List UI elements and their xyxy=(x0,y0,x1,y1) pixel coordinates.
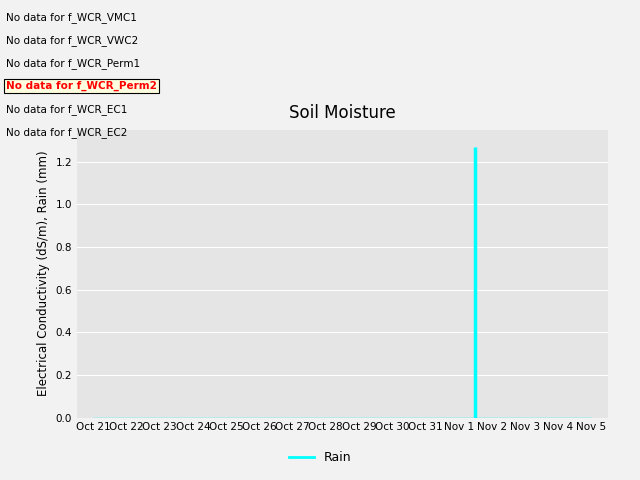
Text: No data for f_WCR_EC1: No data for f_WCR_EC1 xyxy=(6,104,128,115)
Title: Soil Moisture: Soil Moisture xyxy=(289,105,396,122)
Text: No data for f_WCR_VMC1: No data for f_WCR_VMC1 xyxy=(6,12,137,23)
Legend: Rain: Rain xyxy=(284,446,356,469)
Text: No data for f_WCR_VWC2: No data for f_WCR_VWC2 xyxy=(6,35,139,46)
Text: No data for f_WCR_EC2: No data for f_WCR_EC2 xyxy=(6,127,128,138)
Text: No data for f_WCR_Perm2: No data for f_WCR_Perm2 xyxy=(6,81,157,91)
Text: No data for f_WCR_Perm1: No data for f_WCR_Perm1 xyxy=(6,58,141,69)
Y-axis label: Electrical Conductivity (dS/m), Rain (mm): Electrical Conductivity (dS/m), Rain (mm… xyxy=(36,151,50,396)
